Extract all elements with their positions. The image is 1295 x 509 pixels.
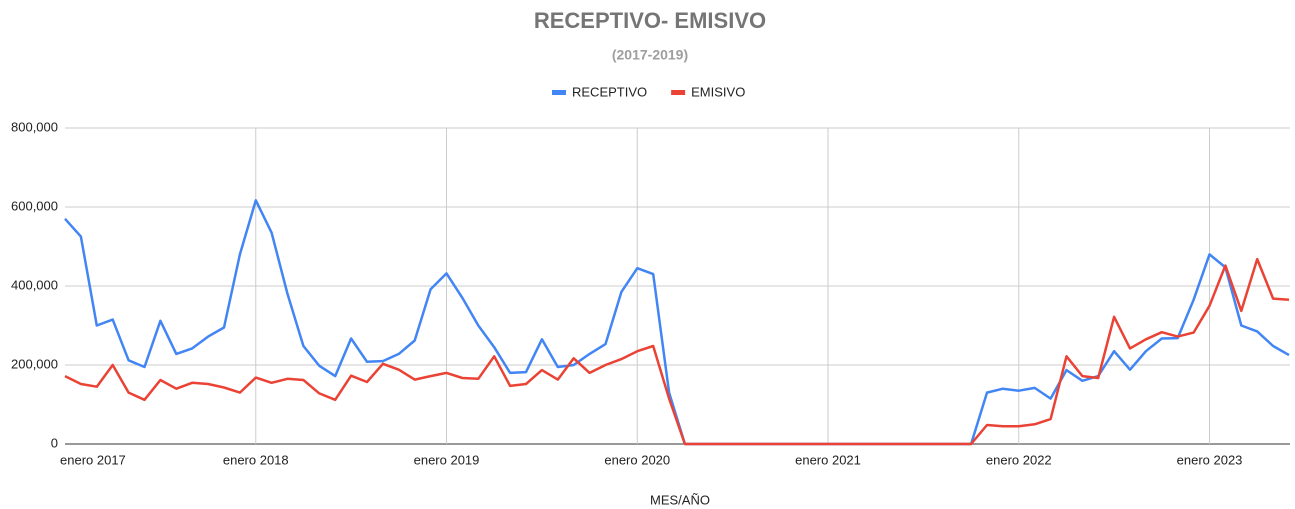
x-tick-label: enero 2022 bbox=[986, 452, 1052, 467]
legend-swatch bbox=[671, 90, 686, 95]
legend-label: RECEPTIVO bbox=[572, 84, 647, 99]
x-axis-title: MES/AÑO bbox=[650, 492, 710, 507]
y-tick-label: 600,000 bbox=[11, 198, 58, 213]
y-tick-label: 200,000 bbox=[11, 356, 58, 371]
x-tick-label: enero 2017 bbox=[60, 452, 126, 467]
x-tick-label: enero 2023 bbox=[1177, 452, 1243, 467]
y-tick-label: 800,000 bbox=[11, 119, 58, 134]
legend-label: EMISIVO bbox=[691, 84, 745, 99]
x-tick-label: enero 2019 bbox=[414, 452, 480, 467]
series-line bbox=[64, 257, 1290, 446]
y-tick-label: 0 bbox=[51, 435, 58, 450]
chart-title: RECEPTIVO- EMISIVO bbox=[534, 8, 766, 33]
legend-swatch bbox=[552, 90, 566, 95]
x-tick-label: enero 2020 bbox=[604, 452, 670, 467]
chart-subtitle: (2017-2019) bbox=[612, 47, 688, 63]
series-line bbox=[64, 199, 1290, 446]
y-tick-label: 400,000 bbox=[11, 277, 58, 292]
x-tick-label: enero 2018 bbox=[223, 452, 289, 467]
x-tick-label: enero 2021 bbox=[795, 452, 861, 467]
